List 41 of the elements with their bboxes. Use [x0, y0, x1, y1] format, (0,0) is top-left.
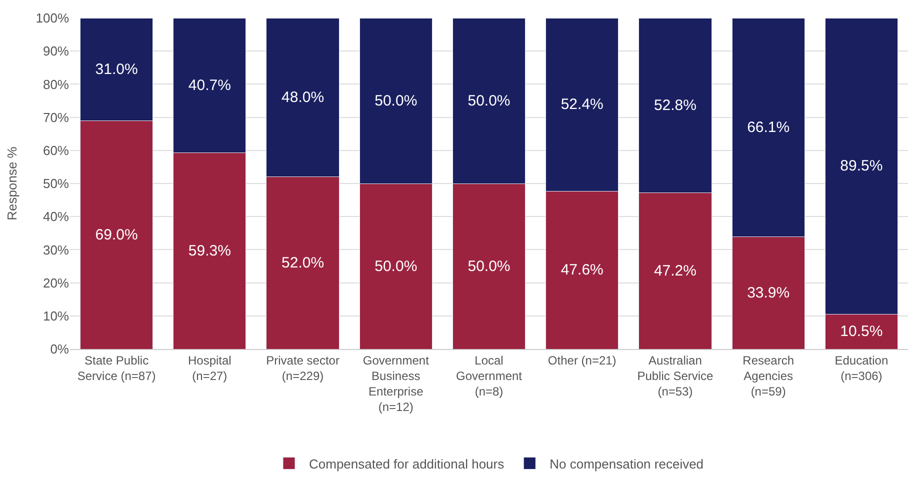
- legend-label: Compensated for additional hours: [309, 456, 505, 472]
- y-tick-label: 10%: [42, 308, 70, 324]
- data-label: 52.0%: [282, 254, 324, 272]
- data-label: 59.3%: [188, 242, 231, 260]
- x-tick-label: Hospital (n=27): [188, 353, 232, 383]
- y-axis-title: Response %: [4, 146, 20, 220]
- data-label: 47.6%: [560, 262, 604, 279]
- data-label: 33.9%: [747, 284, 790, 302]
- data-label: 69.0%: [95, 226, 138, 244]
- data-label: 89.5%: [840, 158, 883, 175]
- y-tick-label: 60%: [42, 142, 70, 158]
- data-label: 52.4%: [560, 96, 604, 114]
- y-tick-label: 100%: [36, 10, 70, 26]
- data-label: 48.0%: [282, 88, 324, 106]
- data-label: 47.2%: [654, 262, 696, 280]
- y-tick-label: 40%: [42, 209, 70, 224]
- data-label: 50.0%: [468, 258, 510, 275]
- x-tick-label: Local Government (n=8): [456, 353, 523, 399]
- x-tick-label: Education (n=306): [834, 353, 888, 383]
- x-tick-label: Research Agencies (n=59): [742, 353, 794, 399]
- x-tick-label: Australian Public Service (n=53): [637, 353, 714, 399]
- y-tick-label: 20%: [42, 275, 70, 290]
- x-tick-label: State Public Service (n=87): [77, 353, 156, 383]
- legend-label: No compensation received: [550, 456, 704, 472]
- data-label: 40.7%: [188, 76, 231, 94]
- y-tick-label: 80%: [42, 76, 70, 92]
- y-tick-label: 70%: [42, 110, 70, 125]
- data-label: 50.0%: [468, 92, 510, 110]
- data-label: 31.0%: [95, 60, 138, 78]
- y-tick-label: 90%: [42, 44, 70, 59]
- data-label: 50.0%: [374, 92, 418, 110]
- y-tick-label: 0%: [50, 342, 70, 357]
- x-tick-label: Government Business Enterprise (n=12): [362, 353, 430, 414]
- x-tick-label: Private sector (n=229): [266, 353, 340, 383]
- x-tick-label: Other (n=21): [548, 353, 616, 368]
- data-label: 10.5%: [840, 323, 883, 340]
- y-tick-label: 50%: [42, 176, 70, 192]
- data-label: 52.8%: [654, 96, 696, 114]
- data-label: 50.0%: [374, 258, 418, 275]
- data-label: 66.1%: [747, 118, 790, 136]
- y-tick-label: 30%: [42, 242, 70, 258]
